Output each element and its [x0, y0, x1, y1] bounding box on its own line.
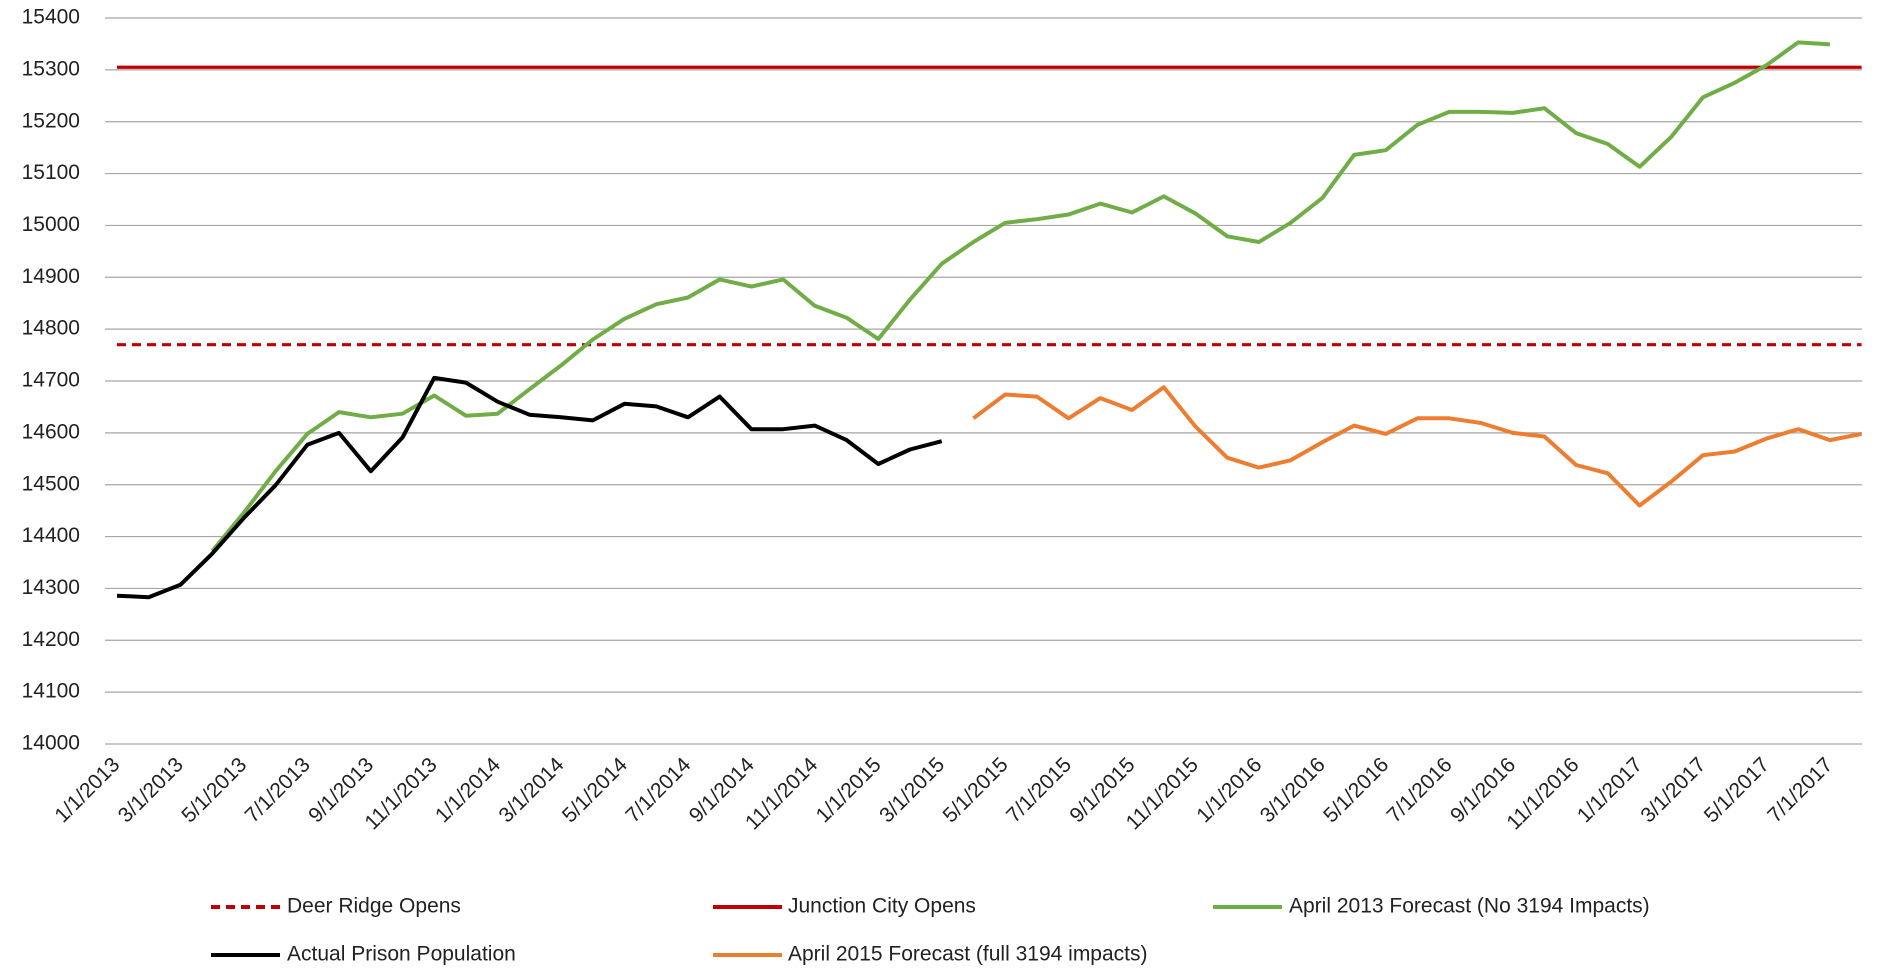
x-tick-label: 7/1/2017 — [1763, 753, 1837, 827]
legend-label: Junction City Opens — [788, 895, 976, 918]
x-tick-label: 7/1/2014 — [621, 753, 695, 827]
x-tick-label: 3/1/2014 — [494, 753, 568, 827]
series-line — [972, 385, 1862, 508]
x-tick-label: 1/1/2014 — [431, 753, 505, 827]
y-tick-label: 14600 — [22, 420, 80, 443]
y-tick-label: 14200 — [22, 628, 80, 651]
x-tick-label: 3/1/2016 — [1256, 753, 1330, 827]
x-tick-label: 5/1/2013 — [177, 753, 251, 827]
legend-label: Actual Prison Population — [287, 943, 516, 966]
y-tick-label: 14000 — [22, 732, 80, 755]
x-tick-label: 1/1/2013 — [50, 753, 124, 827]
y-tick-label: 14900 — [22, 265, 80, 288]
y-tick-label: 14100 — [22, 680, 80, 703]
legend-label: Deer Ridge Opens — [287, 895, 461, 918]
x-tick-label: 1/1/2015 — [812, 753, 886, 827]
y-tick-label: 14800 — [22, 317, 80, 340]
y-tick-label: 15400 — [22, 6, 80, 29]
y-tick-label: 14300 — [22, 576, 80, 599]
y-tick-label: 15100 — [22, 161, 80, 184]
x-tick-label: 1/1/2016 — [1192, 753, 1266, 827]
x-tick-label: 7/1/2016 — [1383, 753, 1457, 827]
y-tick-label: 14500 — [22, 472, 80, 495]
x-tick-label: 5/1/2015 — [939, 753, 1013, 827]
x-tick-label: 7/1/2015 — [1002, 753, 1076, 827]
x-tick-label: 5/1/2014 — [558, 753, 632, 827]
x-tick-label: 3/1/2013 — [114, 753, 188, 827]
x-tick-label: 7/1/2013 — [241, 753, 315, 827]
y-tick-label: 14700 — [22, 369, 80, 392]
y-tick-label: 15200 — [22, 109, 80, 132]
legend-label: April 2013 Forecast (No 3194 Impacts) — [1289, 895, 1650, 918]
x-tick-label: 5/1/2017 — [1700, 753, 1774, 827]
x-tick-label: 3/1/2017 — [1636, 753, 1710, 827]
series-line — [116, 375, 943, 600]
x-tick-label: 3/1/2015 — [875, 753, 949, 827]
y-tick-label: 15000 — [22, 213, 80, 236]
x-tick-label: 1/1/2017 — [1573, 753, 1647, 827]
legend-label: April 2015 Forecast (full 3194 impacts) — [788, 943, 1148, 966]
y-tick-label: 14400 — [22, 524, 80, 547]
x-tick-label: 5/1/2016 — [1319, 753, 1393, 827]
series-line — [210, 40, 1831, 553]
y-tick-label: 15300 — [22, 57, 80, 80]
